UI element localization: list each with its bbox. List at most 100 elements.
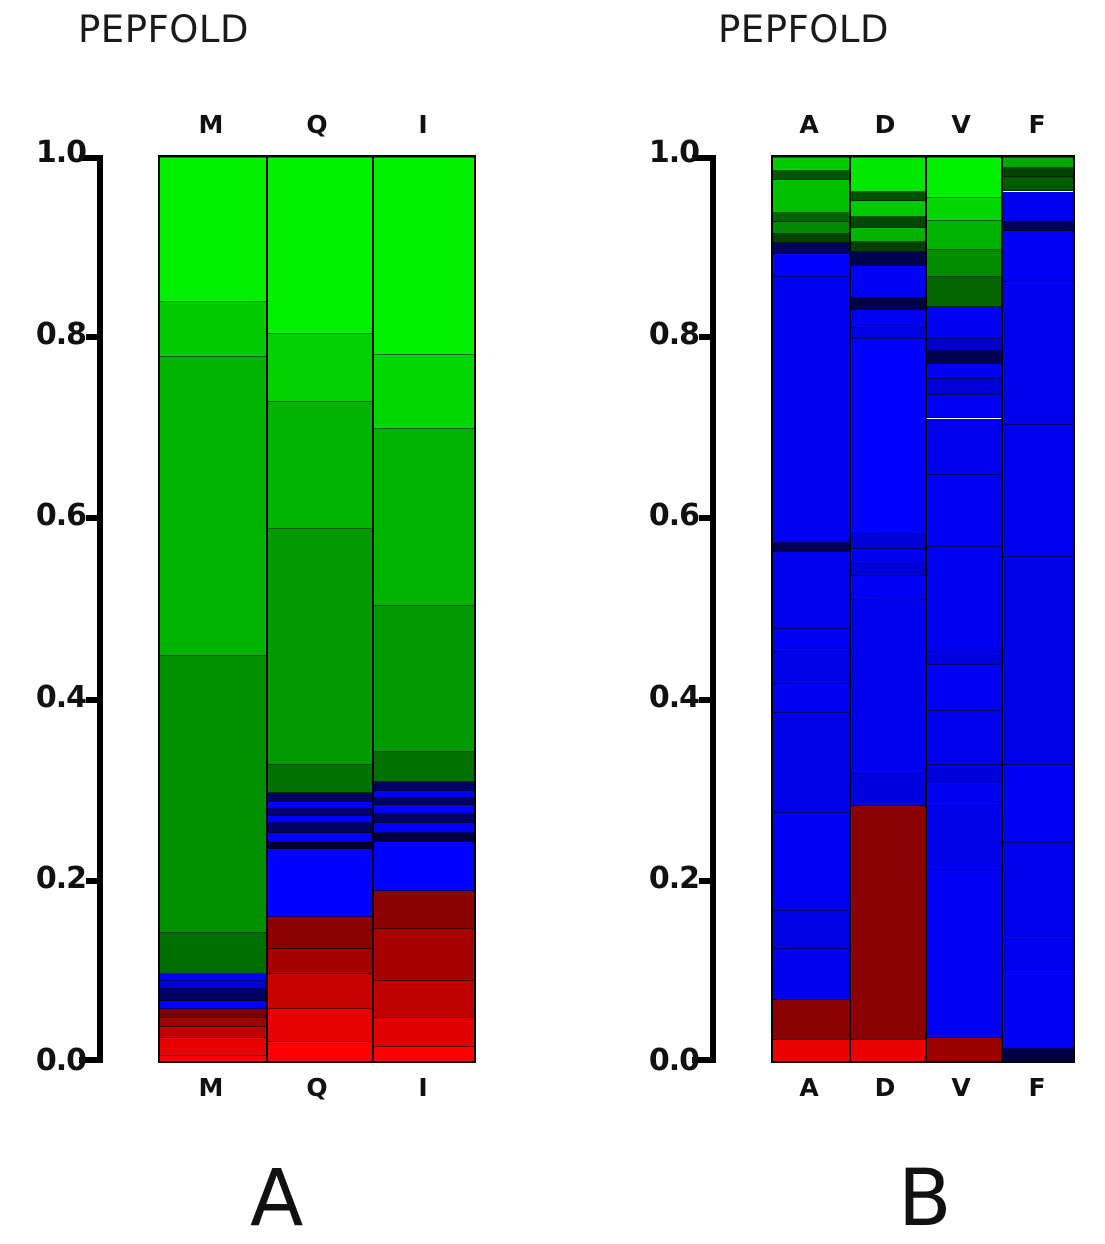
bar-segment — [266, 848, 372, 917]
bar-segment — [773, 254, 849, 277]
bar-segment — [266, 948, 372, 975]
y-axis-tick — [79, 155, 103, 161]
bar-segment — [773, 276, 849, 543]
column-label-bottom-q: Q — [306, 1073, 328, 1102]
stacked-bar-v — [925, 157, 1001, 1061]
column-label-top-f: F — [1028, 110, 1046, 139]
bar-segment — [849, 600, 925, 775]
bar-segment — [1001, 939, 1073, 970]
bar-segment — [773, 712, 849, 813]
bar-segment — [849, 265, 925, 298]
column-separator — [925, 157, 927, 1061]
bar-segment — [372, 157, 474, 355]
bar-segment — [266, 841, 372, 849]
bar-segment — [849, 576, 925, 601]
bar-segment — [266, 402, 372, 530]
bar-segment — [372, 823, 474, 833]
column-label-bottom-d: D — [874, 1073, 896, 1102]
bar-segment — [1001, 765, 1073, 843]
bar-segment — [773, 551, 849, 630]
bar-segment — [266, 765, 372, 793]
y-axis-tick-label: 0.0 — [648, 1043, 700, 1078]
bar-segment — [372, 1017, 474, 1047]
column-label-bottom-i: I — [418, 1073, 428, 1102]
y-axis-tick-label: 0.4 — [648, 679, 700, 715]
column-separator — [266, 157, 268, 1061]
column-label-bottom-m: M — [198, 1073, 224, 1102]
y-axis-tick — [699, 515, 716, 522]
bar-segment — [925, 765, 1001, 782]
panel-b: PEPFOLD 1.0 0.8 0.6 0.4 0.2 0.0 A D V F A D V F B — [553, 0, 1105, 1244]
bar-segment — [925, 249, 1001, 277]
bar-segment — [773, 157, 849, 171]
bar-segment — [849, 338, 925, 534]
bar-segment — [773, 683, 849, 713]
stacked-bar-i — [372, 157, 474, 1061]
bar-segment — [266, 334, 372, 403]
y-axis-tick-label: 0.6 — [648, 498, 700, 534]
y-axis-tick — [699, 696, 716, 703]
bar-segment — [372, 805, 474, 815]
bar-segment — [160, 1001, 266, 1009]
column-label-top-m: M — [198, 110, 224, 139]
bar-segment — [849, 774, 925, 807]
bar-segment — [925, 157, 1001, 198]
y-axis-tick — [699, 333, 716, 340]
bar-segment — [773, 213, 849, 223]
bar-segment — [1001, 176, 1073, 192]
column-label-top-q: Q — [306, 110, 328, 139]
bar-segment — [849, 563, 925, 577]
y-axis-tick — [86, 333, 103, 340]
bar-segment — [1001, 167, 1073, 177]
y-axis-tick — [79, 1057, 103, 1063]
stacked-bar-d — [849, 157, 925, 1061]
column-label-bottom-a: A — [799, 1073, 819, 1102]
bar-segment — [372, 790, 474, 799]
bar-segment — [160, 1008, 266, 1018]
column-label-bottom-f: F — [1028, 1073, 1046, 1102]
bar-segment — [266, 1008, 372, 1043]
bar-segment — [849, 297, 925, 310]
bar-segment — [160, 1017, 266, 1027]
y-axis-tick — [86, 515, 103, 522]
bar-segment — [849, 1039, 925, 1061]
bar-segment — [372, 429, 474, 607]
bar-segment — [160, 356, 266, 657]
bar-segment — [266, 792, 372, 802]
column-label-top-d: D — [874, 110, 896, 139]
y-axis-tick — [699, 878, 716, 885]
bar-segment — [773, 222, 849, 235]
bar-segment — [160, 988, 266, 1002]
bar-segment — [849, 327, 925, 339]
bar-segment — [372, 798, 474, 806]
y-axis-tick-label: 1.0 — [35, 135, 87, 170]
bar-segment — [849, 216, 925, 228]
bar-segment — [925, 418, 1001, 475]
panel-b-title: PEPFOLD — [718, 8, 890, 51]
bar-segment — [849, 242, 925, 253]
y-axis-tick-label: 1.0 — [648, 135, 700, 170]
bar-segment — [849, 252, 925, 266]
stacked-bar-f — [1001, 157, 1073, 1061]
bar-segment — [266, 916, 372, 949]
bar-segment — [160, 157, 266, 303]
stacked-bar-q — [266, 157, 372, 1061]
bar-segment — [925, 276, 1001, 307]
bar-segment — [925, 338, 1001, 352]
bar-segment — [925, 394, 1001, 419]
y-axis-tick — [692, 1057, 716, 1063]
bar-segment — [925, 869, 1001, 1038]
bar-segment — [160, 302, 266, 357]
bar-segment — [925, 665, 1001, 711]
bar-segment — [266, 157, 372, 335]
bar-segment — [266, 1042, 372, 1061]
bar-segment — [372, 841, 474, 891]
bar-segment — [266, 529, 372, 766]
bar-segment — [160, 1026, 266, 1038]
column-label-bottom-v: V — [951, 1073, 971, 1102]
bar-segment — [160, 974, 266, 982]
bar-segment — [372, 981, 474, 1018]
bar-segment — [1001, 191, 1073, 223]
bar-segment — [372, 751, 474, 782]
bar-segment — [1001, 424, 1073, 557]
